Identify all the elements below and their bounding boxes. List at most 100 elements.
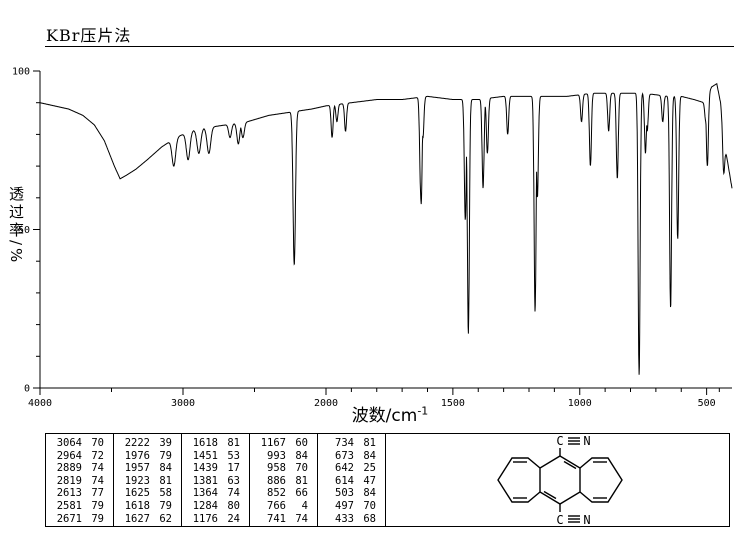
peak-wavenumber: 2671	[56, 512, 82, 525]
x-axis-label-exponent: -1	[417, 404, 429, 418]
peak-table-column: 2222 39 1976 79 1957 84 1923 81 1625 58 1618 79 1627…	[114, 434, 182, 526]
peak-wavenumber: 1364	[192, 487, 218, 500]
peak-table-row: 1618 79	[114, 500, 181, 513]
peak-transmittance: 77	[91, 487, 104, 500]
peak-table-row: 673 84	[318, 450, 385, 463]
peak-transmittance: 53	[227, 449, 240, 462]
peak-transmittance: 68	[363, 512, 376, 525]
peak-transmittance: 74	[91, 462, 104, 475]
peak-wavenumber: 1976	[124, 449, 150, 462]
x-axis-tick-label: 500	[698, 398, 716, 409]
y-axis-tick-label: 50	[18, 225, 30, 236]
double-bond	[563, 460, 577, 470]
cyano-nitrogen-label: N	[583, 513, 590, 527]
peak-wavenumber: 1167	[260, 437, 286, 449]
peak-table-row: 993 84	[250, 450, 317, 463]
peak-table-row: 3064 70	[46, 437, 113, 450]
x-axis-tick-label: 1000	[568, 398, 592, 409]
peak-transmittance: 72	[91, 449, 104, 462]
peak-table-row: 1627 62	[114, 513, 181, 526]
peak-table-box: 3064 70 2964 72 2889 74 2819 74 2613 77 2581 79 2671…	[45, 433, 730, 527]
peak-transmittance: 84	[295, 449, 308, 462]
peak-wavenumber: 958	[267, 462, 286, 475]
peak-wavenumber: 766	[267, 499, 286, 512]
peak-table-row: 2819 74	[46, 475, 113, 488]
peak-wavenumber: 852	[267, 487, 286, 500]
peak-wavenumber: 2222	[124, 437, 150, 449]
y-axis-tick-label: 0	[24, 384, 30, 395]
peak-wavenumber: 614	[335, 474, 354, 487]
peak-wavenumber: 2889	[56, 462, 82, 475]
peak-wavenumber: 734	[335, 437, 354, 449]
peak-wavenumber: 1618	[124, 499, 150, 512]
peak-wavenumber: 1176	[192, 512, 218, 525]
peak-table-row: 497 70	[318, 500, 385, 513]
peak-transmittance: 81	[227, 437, 240, 449]
peak-table-row: 2581 79	[46, 500, 113, 513]
peak-wavenumber: 993	[267, 449, 286, 462]
peak-wavenumber: 1923	[124, 474, 150, 487]
peak-table-column: 734 81 673 84 642 25 614 47 503 84 497 70 433 68	[318, 434, 386, 526]
peak-table-row: 2964 72	[46, 450, 113, 463]
peak-transmittance: 74	[227, 487, 240, 500]
anthracene-left-ring	[497, 457, 541, 503]
spectrum-line	[39, 82, 733, 375]
peak-transmittance: 25	[363, 462, 376, 475]
x-axis-tick-label: 4000	[28, 398, 52, 409]
peak-transmittance: 84	[363, 487, 376, 500]
peak-transmittance: 81	[363, 437, 376, 449]
peak-wavenumber: 1625	[124, 487, 150, 500]
peak-transmittance: 79	[159, 499, 172, 512]
peak-table-row: 2671 79	[46, 513, 113, 526]
peak-transmittance: 70	[363, 499, 376, 512]
peak-table-row: 433 68	[318, 513, 385, 526]
peak-transmittance: 81	[295, 474, 308, 487]
peak-transmittance: 47	[363, 474, 376, 487]
peak-wavenumber: 503	[335, 487, 354, 500]
peak-transmittance: 4	[301, 499, 308, 512]
axes: 4000 3000 2000 1500 1000 500 0 50 100	[12, 67, 732, 409]
peak-wavenumber: 886	[267, 474, 286, 487]
x-axis-label: 波数/cm-1	[285, 401, 495, 426]
peak-transmittance: 63	[227, 474, 240, 487]
peak-wavenumber: 1618	[192, 437, 218, 449]
double-bond	[543, 490, 557, 500]
peak-wavenumber: 1381	[192, 474, 218, 487]
peak-table-row: 1439 17	[182, 462, 249, 475]
peak-table-row: 741 74	[250, 513, 317, 526]
peak-transmittance: 79	[91, 499, 104, 512]
peak-wavenumber: 497	[335, 499, 354, 512]
peak-table-row: 614 47	[318, 475, 385, 488]
peak-table-row: 852 66	[250, 487, 317, 500]
peak-transmittance: 24	[227, 512, 240, 525]
peak-table-column: 1618 81 1451 53 1439 17 1381 63 1364 74 1284 80 1176…	[182, 434, 250, 526]
peak-transmittance: 58	[159, 487, 172, 500]
peak-table-row: 1176 24	[182, 513, 249, 526]
peak-wavenumber: 2613	[56, 487, 82, 500]
molecule-structure: C N C N	[497, 434, 623, 527]
peak-wavenumber: 1451	[192, 449, 218, 462]
peak-table-row: 1923 81	[114, 475, 181, 488]
page-title: KBr压片法	[46, 26, 132, 45]
x-axis-tick-label: 1500	[441, 398, 465, 409]
peak-table-row: 1284 80	[182, 500, 249, 513]
y-axis-label: 透过率/%	[7, 186, 25, 266]
peak-transmittance: 79	[91, 512, 104, 525]
peak-table-column: 1167 60 993 84 958 70 886 81 852 66 766 4 741 74	[250, 434, 318, 526]
peak-wavenumber: 673	[335, 449, 354, 462]
cyano-carbon-label: C	[556, 434, 563, 448]
peak-wavenumber: 642	[335, 462, 354, 475]
peak-table-row: 2613 77	[46, 487, 113, 500]
peak-transmittance: 17	[227, 462, 240, 475]
peak-transmittance: 74	[91, 474, 104, 487]
peak-transmittance: 84	[159, 462, 172, 475]
peak-wavenumber: 1957	[124, 462, 150, 475]
cyano-nitrogen-label: N	[583, 434, 590, 448]
peak-table-column: 3064 70 2964 72 2889 74 2819 74 2613 77 2581 79 2671…	[46, 434, 114, 526]
x-axis-tick-label: 2000	[314, 398, 338, 409]
peak-transmittance: 60	[295, 437, 308, 449]
cyano-carbon-label: C	[556, 513, 563, 527]
peak-transmittance: 79	[159, 449, 172, 462]
peak-table-row: 2222 39	[114, 437, 181, 450]
